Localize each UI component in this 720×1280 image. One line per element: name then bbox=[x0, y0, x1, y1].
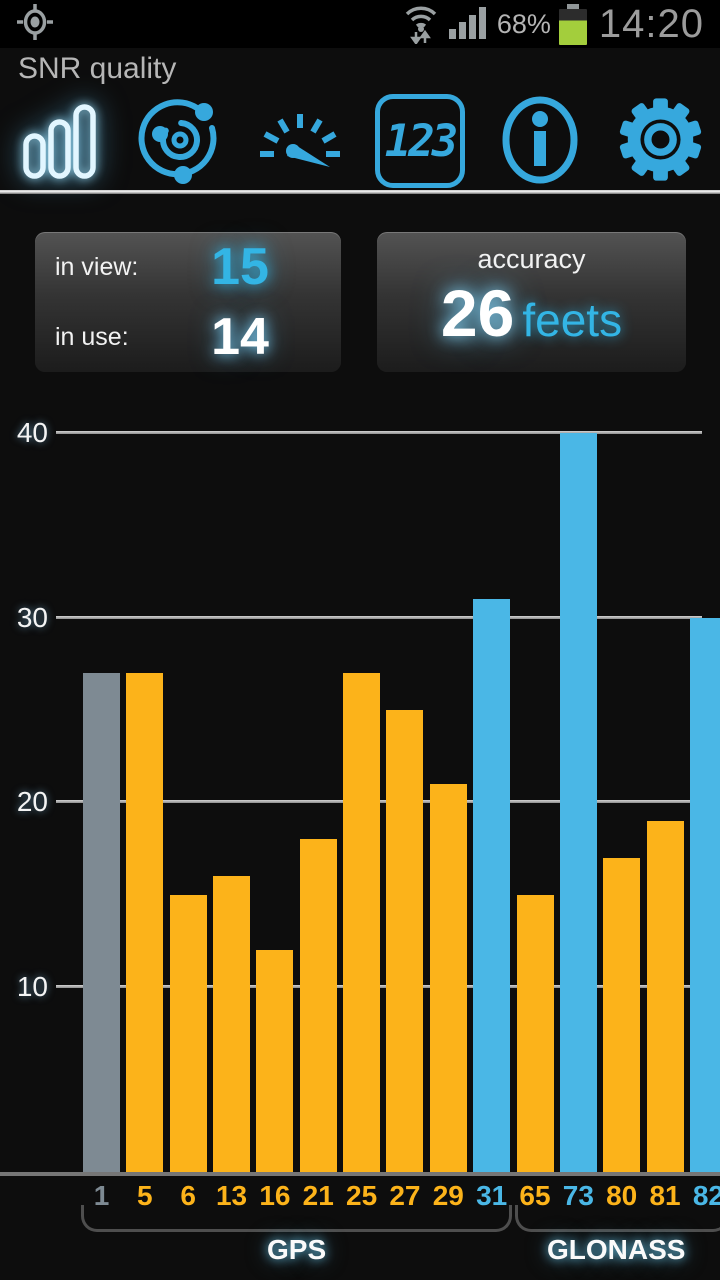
snr-bar-sat-27 bbox=[386, 710, 424, 1176]
snr-bar-sat-5 bbox=[126, 673, 164, 1176]
accuracy-unit: feets bbox=[522, 294, 623, 346]
x-axis-label-sat-25: 25 bbox=[346, 1180, 378, 1211]
in-view-label: in view: bbox=[55, 252, 139, 281]
y-axis-label-30: 30 bbox=[16, 601, 48, 633]
x-axis-label-sat-73: 73 bbox=[562, 1180, 594, 1211]
accuracy-card: accuracy 26 feets bbox=[377, 232, 686, 372]
cell-signal-icon bbox=[448, 5, 489, 44]
snr-bar-sat-13 bbox=[213, 876, 251, 1176]
y-axis-label-10: 10 bbox=[16, 971, 48, 1003]
in-view-value: 15 bbox=[211, 238, 269, 296]
x-axis-label-sat-13: 13 bbox=[215, 1180, 248, 1211]
snr-bar-sat-73 bbox=[559, 432, 597, 1176]
x-axis-label-sat-16: 16 bbox=[259, 1180, 291, 1211]
x-axis-label-sat-29: 29 bbox=[432, 1180, 464, 1211]
snr-bar-sat-16 bbox=[256, 950, 294, 1176]
x-axis-label-sat-27: 27 bbox=[389, 1180, 421, 1211]
satellites-card: in view: 15 in use: 14 bbox=[35, 232, 341, 372]
gridline-30 bbox=[56, 615, 702, 619]
snr-bar-sat-81 bbox=[646, 820, 684, 1176]
x-axis-baseline bbox=[0, 1172, 720, 1176]
gear-icon bbox=[613, 92, 708, 190]
gps-location-icon bbox=[16, 3, 54, 46]
snr-bar-sat-29 bbox=[429, 783, 467, 1176]
y-axis-label-20: 20 bbox=[16, 786, 48, 818]
snr-bar-sat-1 bbox=[83, 673, 120, 1176]
battery-icon bbox=[558, 3, 587, 45]
snr-bar-sat-6 bbox=[169, 894, 207, 1176]
in-use-label: in use: bbox=[55, 322, 129, 351]
speedometer-icon bbox=[254, 94, 346, 189]
x-axis-label-sat-1: 1 bbox=[93, 1180, 110, 1211]
x-axis-label-sat-81: 81 bbox=[649, 1180, 681, 1211]
in-use-value: 14 bbox=[211, 308, 269, 366]
page-title: SNR quality bbox=[18, 52, 177, 85]
snr-bar-sat-31 bbox=[473, 599, 511, 1176]
sky-plot-icon bbox=[134, 94, 226, 189]
tab-digital-data[interactable]: 123 bbox=[360, 92, 480, 190]
x-axis-label-sat-21: 21 bbox=[302, 1180, 334, 1211]
status-bar[interactable]: 68% 14:20 bbox=[0, 0, 720, 48]
x-axis-label-sat-6: 6 bbox=[180, 1180, 196, 1211]
toolbar: 123 bbox=[0, 92, 720, 190]
digital-display-icon: 123 bbox=[375, 94, 465, 188]
tab-speedometer[interactable] bbox=[240, 92, 360, 190]
battery-percent: 68% bbox=[496, 8, 551, 39]
tab-info[interactable] bbox=[480, 92, 600, 190]
y-axis-label-40: 40 bbox=[16, 416, 48, 448]
group-label-gps: GPS bbox=[266, 1234, 327, 1265]
group-bracket-gps bbox=[81, 1205, 513, 1232]
info-icon bbox=[494, 94, 586, 189]
group-label-glonass: GLONASS bbox=[547, 1234, 686, 1265]
snr-bar-sat-80 bbox=[603, 857, 641, 1176]
x-axis-label-sat-80: 80 bbox=[606, 1180, 638, 1211]
x-axis-label-sat-5: 5 bbox=[137, 1180, 153, 1211]
snr-bar-sat-21 bbox=[299, 839, 337, 1176]
snr-bar-sat-82 bbox=[689, 617, 720, 1176]
tab-sky-plot[interactable] bbox=[120, 92, 240, 190]
tab-snr-chart[interactable] bbox=[0, 92, 120, 190]
group-bracket-glonass bbox=[514, 1205, 720, 1232]
snr-bar-sat-25 bbox=[343, 673, 381, 1176]
gridline-40 bbox=[56, 430, 702, 434]
accuracy-label: accuracy bbox=[477, 244, 586, 274]
signal-bars-icon bbox=[14, 94, 106, 189]
tab-settings[interactable] bbox=[600, 92, 720, 190]
wifi-icon bbox=[401, 0, 441, 49]
accuracy-value: 26 bbox=[440, 276, 515, 350]
header-separator bbox=[0, 190, 720, 194]
snr-bar-sat-65 bbox=[516, 894, 554, 1176]
clock: 14:20 bbox=[598, 1, 704, 46]
